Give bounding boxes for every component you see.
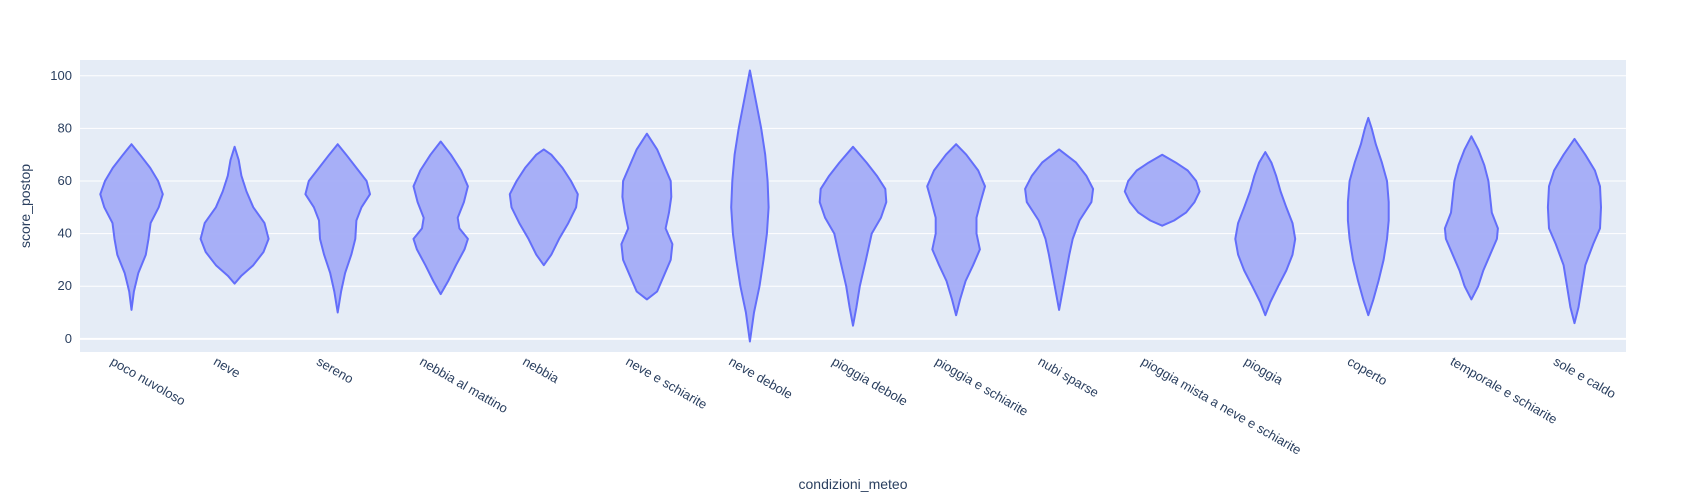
violin-sole-e-caldo <box>1546 137 1602 325</box>
x-tick-label: neve debole <box>726 354 795 402</box>
violin-poco-nuvoloso <box>99 143 164 311</box>
x-tick-label: sereno <box>314 354 356 387</box>
x-tick-label: nebbia al mattino <box>417 354 510 416</box>
x-tick-label: poco nuvoloso <box>108 354 188 409</box>
violin-nebbia <box>508 148 579 267</box>
y-axis-title: score_postop <box>17 164 33 248</box>
y-tick-label: 60 <box>58 173 72 188</box>
violin-pioggia-mista-a-neve-e-schiarite <box>1123 153 1201 227</box>
violin-coperto <box>1346 116 1390 317</box>
x-tick-label: pioggia e schiarite <box>933 354 1031 419</box>
violin-nubi-sparse <box>1024 148 1095 311</box>
x-tick-label: nebbia <box>520 354 562 387</box>
violins <box>99 69 1602 343</box>
violin-neve-e-schiarite <box>620 132 674 301</box>
x-axis-title: condizioni_meteo <box>799 476 908 492</box>
violin-sereno <box>304 143 371 314</box>
x-tick-label: nubi sparse <box>1036 354 1102 401</box>
x-tick-label: sole e caldo <box>1551 354 1619 402</box>
y-tick-label: 20 <box>58 278 72 293</box>
violin-pioggia <box>1234 151 1297 317</box>
violin-neve <box>199 145 270 285</box>
x-tick-label: neve e schiarite <box>623 354 709 413</box>
x-tick-label: coperto <box>1345 354 1390 389</box>
x-axis-ticks: poco nuvoloso neve sereno nebbia al mattino… <box>108 354 1619 458</box>
violin-pioggia-e-schiarite <box>926 143 986 317</box>
x-tick-label: pioggia <box>1242 354 1286 388</box>
x-tick-label: pioggia debole <box>830 354 911 409</box>
y-tick-label: 80 <box>58 120 72 135</box>
y-tick-label: 0 <box>65 331 72 346</box>
x-tick-label: temporale e schiarite <box>1448 354 1560 427</box>
violin-temporale-e-schiarite <box>1443 135 1499 301</box>
x-tick-label: neve <box>211 354 243 381</box>
y-tick-label: 100 <box>50 68 72 83</box>
violin-nebbia-al-mattino <box>412 140 469 296</box>
violin-pioggia-debole <box>818 145 888 327</box>
x-tick-label: pioggia mista a neve e schiarite <box>1139 354 1304 458</box>
y-tick-label: 40 <box>58 226 72 241</box>
violin-neve-debole <box>730 69 770 343</box>
y-axis-ticks: 0 20 40 60 80 100 <box>50 68 72 346</box>
